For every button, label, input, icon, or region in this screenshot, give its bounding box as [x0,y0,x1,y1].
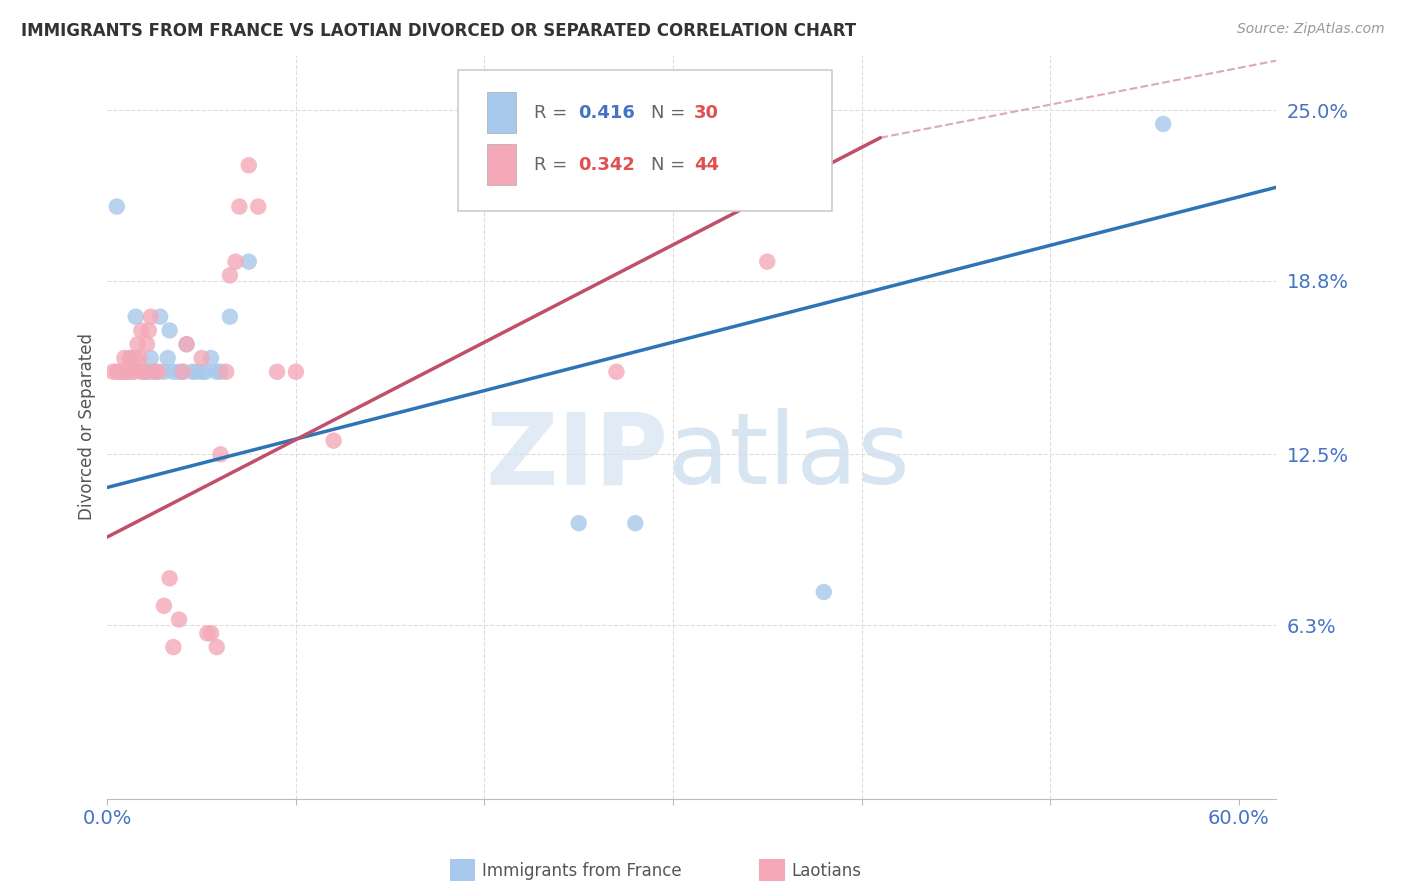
Point [138,323,160,337]
Point [568,516,591,531]
Point [122,365,145,379]
Point [284,365,307,379]
Point [813,585,835,599]
Point [194,365,217,379]
Point [132,365,155,379]
Point [134,365,156,379]
Point [176,337,198,351]
Point [190,365,212,379]
Point [153,365,176,379]
Point [172,365,194,379]
Point [101,365,124,379]
Point [624,516,647,531]
Point [111,365,134,379]
FancyBboxPatch shape [488,145,516,186]
Point [200,626,222,640]
Text: ZIP: ZIP [485,408,668,505]
Point [127,337,149,351]
Point [105,365,128,379]
Point [322,434,344,448]
Point [195,626,218,640]
Point [238,254,260,268]
Point [205,365,228,379]
Text: Source: ZipAtlas.com: Source: ZipAtlas.com [1237,22,1385,37]
Point [205,640,228,654]
Point [1152,117,1174,131]
Point [143,365,166,379]
Point [225,254,247,268]
Point [238,158,260,172]
Point [131,323,153,337]
Text: Laotians: Laotians [792,862,862,880]
Point [209,447,232,461]
Point [215,365,238,379]
Text: R =: R = [534,104,574,122]
Point [266,365,288,379]
Point [148,365,170,379]
Text: 30: 30 [695,104,718,122]
Text: atlas: atlas [668,408,910,505]
FancyBboxPatch shape [488,92,516,133]
Text: 44: 44 [695,156,718,174]
Y-axis label: Divorced or Separated: Divorced or Separated [79,334,96,520]
Point [153,599,176,613]
Point [143,365,166,379]
Point [209,365,232,379]
Point [118,351,141,365]
Point [139,351,162,365]
Text: 0.342: 0.342 [578,156,636,174]
Point [128,351,150,365]
FancyBboxPatch shape [458,70,832,211]
Point [115,365,138,379]
Text: IMMIGRANTS FROM FRANCE VS LAOTIAN DIVORCED OR SEPARATED CORRELATION CHART: IMMIGRANTS FROM FRANCE VS LAOTIAN DIVORC… [21,22,856,40]
Point [219,268,242,283]
Point [149,310,172,324]
Point [228,200,250,214]
Point [124,310,146,324]
Point [156,351,179,365]
Point [115,365,138,379]
Point [167,365,190,379]
Point [112,351,135,365]
Point [107,365,129,379]
Point [124,351,146,365]
Point [162,365,184,379]
Point [118,351,141,365]
Point [605,365,627,379]
Point [136,337,159,351]
Point [138,365,160,379]
Point [134,365,156,379]
Point [756,254,779,268]
Point [159,323,181,337]
Point [162,640,184,654]
Text: N =: N = [651,104,690,122]
Text: Immigrants from France: Immigrants from France [482,862,682,880]
Text: N =: N = [651,156,690,174]
Point [181,365,204,379]
Point [110,365,132,379]
Point [139,310,162,324]
Point [176,337,198,351]
Point [219,310,242,324]
Point [190,351,212,365]
Point [105,200,128,214]
Point [184,365,207,379]
Point [247,200,270,214]
Point [172,365,194,379]
Point [167,613,190,627]
Point [131,365,153,379]
Point [121,365,143,379]
Point [159,571,181,585]
Point [117,365,139,379]
Text: 0.416: 0.416 [578,104,636,122]
Text: R =: R = [534,156,574,174]
Point [200,351,222,365]
